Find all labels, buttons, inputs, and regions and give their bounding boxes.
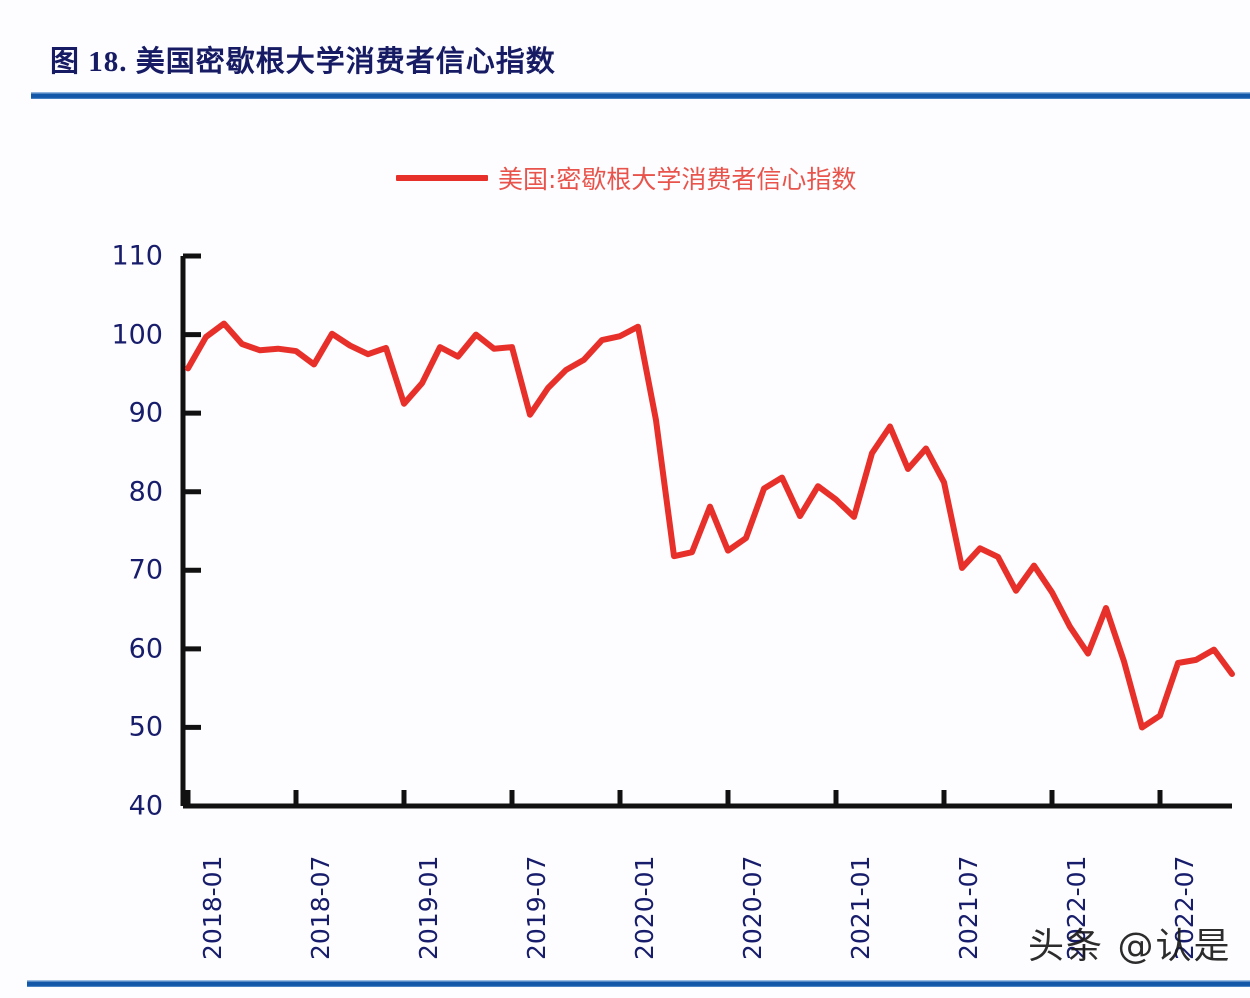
page-title: 图 18. 美国密歇根大学消费者信心指数	[50, 46, 556, 78]
x-axis-tick-label: 2019-01	[414, 855, 443, 960]
x-axis-tick-label: 2018-07	[306, 855, 335, 960]
y-axis-tick-label: 40	[128, 790, 163, 822]
y-axis-tick-label: 60	[128, 633, 163, 665]
watermark-text: 头条 @认是	[1028, 926, 1232, 967]
x-axis-tick-label: 2021-07	[954, 855, 983, 960]
y-axis-tick-label: 110	[111, 240, 163, 272]
x-axis-tick-label: 2020-07	[738, 855, 767, 960]
y-axis-tick-label: 90	[128, 397, 163, 429]
legend-label: 美国:密歇根大学消费者信心指数	[498, 165, 857, 194]
chart-legend: 美国:密歇根大学消费者信心指数	[396, 160, 856, 196]
x-axis-tick-label: 2019-07	[522, 855, 551, 960]
y-axis-tick-label: 70	[128, 554, 163, 586]
footer-divider	[27, 980, 1250, 987]
y-axis-tick-label: 50	[128, 711, 163, 743]
x-axis-tick-label: 2020-01	[630, 855, 659, 960]
x-axis-tick-label: 2021-01	[846, 855, 875, 960]
y-axis-tick-labels: 40 50 60 70 80 90 100 110	[88, 0, 163, 998]
y-axis-tick-label: 80	[128, 476, 163, 508]
header-divider	[31, 92, 1250, 99]
legend-line-swatch	[396, 175, 488, 181]
x-axis-tick-label: 2018-01	[198, 855, 227, 960]
y-axis-tick-label: 100	[111, 319, 163, 351]
